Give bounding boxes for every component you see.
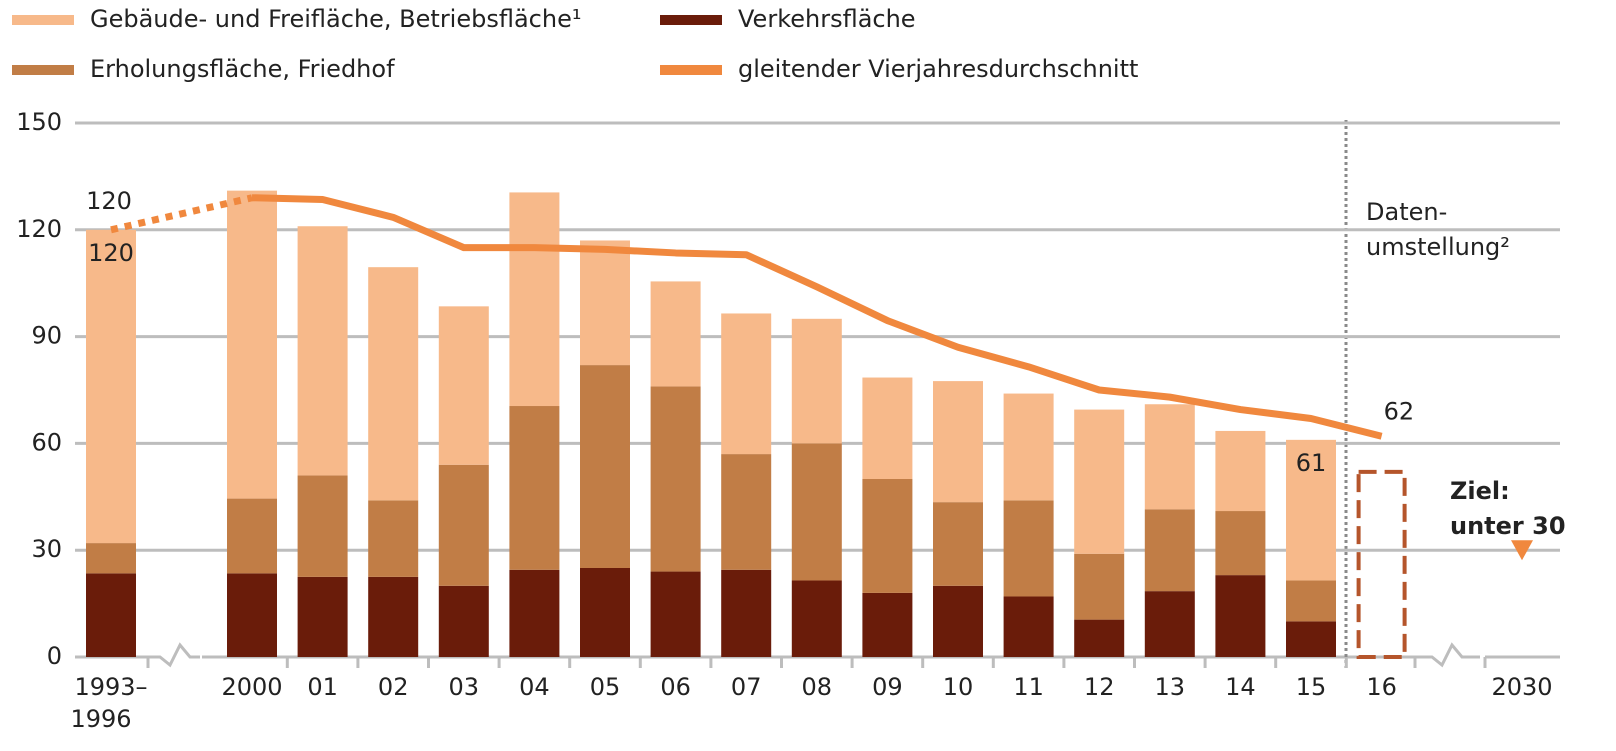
bar-segment (580, 568, 630, 657)
x-tick-label: 06 (660, 673, 691, 701)
x-tick-label: 07 (731, 673, 762, 701)
placeholder-box (1356, 469, 1407, 659)
x-tick-label: 15 (1296, 673, 1327, 701)
legend-swatch (660, 15, 722, 25)
bar-segment (791, 318, 842, 444)
x-tick-label: 2030 (1491, 673, 1552, 701)
x-tick-label: 1993– 1996 (70, 673, 147, 733)
bar-segment (1144, 404, 1195, 510)
y-tick-label: 90 (31, 322, 62, 350)
bar-segment (580, 240, 630, 366)
y-tick-label: 120 (16, 215, 62, 243)
y-tick-label: 150 (16, 108, 62, 136)
bar-segment (862, 479, 913, 593)
line-dotted (110, 194, 253, 234)
bar-segment (721, 569, 772, 657)
bar-segment (1215, 430, 1266, 512)
bar-segment (1144, 509, 1195, 592)
bar-segment (368, 500, 419, 577)
bar-segment (509, 406, 560, 570)
total-label: 61 (1296, 449, 1327, 477)
legend-swatch (12, 65, 74, 75)
x-tick-label: 01 (307, 673, 338, 701)
bar-segment (438, 306, 489, 465)
legend-swatch (660, 65, 722, 75)
bar-segment (650, 571, 701, 657)
bar-segment (438, 464, 489, 586)
y-tick-label: 30 (31, 535, 62, 563)
legend-label: gleitender Vierjahresdurchschnitt (738, 55, 1138, 83)
bar-segment (86, 573, 136, 657)
y-tick-label: 0 (47, 642, 62, 670)
x-tick-label: 08 (802, 673, 833, 701)
x-tick-label: 16 (1366, 673, 1397, 701)
bar-segment (227, 498, 277, 574)
x-tick-label: 10 (943, 673, 974, 701)
legend-label: Gebäude- und Freifläche, Betriebsfläche¹ (90, 5, 581, 33)
bar-segment (862, 592, 913, 657)
annotation: Daten- (1366, 198, 1447, 226)
annotation: umstellung² (1366, 233, 1510, 261)
bar-segment (368, 267, 419, 501)
bar-segment (721, 313, 772, 455)
x-tick-label: 03 (449, 673, 480, 701)
total-label: 120 (88, 239, 134, 267)
bar-segment (1144, 591, 1195, 657)
bar-segment (368, 576, 419, 657)
x-tick-label: 2000 (221, 673, 282, 701)
bar-segment (1074, 553, 1125, 620)
bar-segment (1003, 596, 1054, 657)
x-tick-label: 05 (590, 673, 621, 701)
bar-segment (650, 281, 701, 387)
bar-segment (1215, 511, 1266, 576)
y-tick-label: 60 (31, 428, 62, 456)
legend-label: Erholungsfläche, Friedhof (90, 55, 395, 83)
bar-segment (227, 190, 277, 499)
bar-segment (297, 475, 348, 577)
x-tick-label: 14 (1225, 673, 1256, 701)
legend-label: Verkehrsfläche (738, 5, 916, 33)
x-tick-label: 11 (1013, 673, 1044, 701)
bar-segment (1074, 619, 1125, 657)
bar-segment (1074, 409, 1125, 554)
bar-segment (933, 381, 983, 503)
x-tick-label: 12 (1084, 673, 1115, 701)
bar-segment (1215, 575, 1266, 657)
bar-segment (227, 573, 277, 657)
line (251, 194, 1383, 440)
bar-segment (1003, 393, 1054, 501)
bar-segment (1003, 500, 1054, 597)
bar-segment (933, 585, 983, 657)
x-tick-label: 02 (378, 673, 409, 701)
bar-segment (297, 576, 348, 657)
bar-segment (721, 454, 772, 570)
bar-segment (862, 377, 913, 479)
line-value-label: 120 (86, 187, 132, 215)
bar-segment (650, 386, 701, 572)
bar-segment (86, 229, 136, 544)
bar-segment (297, 226, 348, 476)
bar-segment (791, 580, 842, 657)
bar-segment (509, 192, 560, 407)
x-tick-label: 04 (519, 673, 550, 701)
bar-segment (791, 443, 842, 581)
bar-segment (1286, 439, 1336, 581)
x-tick-label: 13 (1155, 673, 1186, 701)
target-label: Ziel: (1450, 477, 1510, 505)
bar-segment (1286, 621, 1336, 657)
line-value-label: 62 (1384, 397, 1415, 425)
bar-segment (580, 365, 630, 568)
bar-segment (438, 585, 489, 657)
x-axis-break (75, 642, 200, 668)
bar-segment (509, 569, 560, 657)
target-marker (1511, 540, 1533, 561)
x-tick-label: 09 (872, 673, 903, 701)
bar-segment (1286, 580, 1336, 622)
target-label: unter 30 (1450, 512, 1566, 540)
bar-segment (933, 502, 983, 586)
legend-swatch (12, 15, 74, 25)
bar-segment (86, 543, 136, 574)
